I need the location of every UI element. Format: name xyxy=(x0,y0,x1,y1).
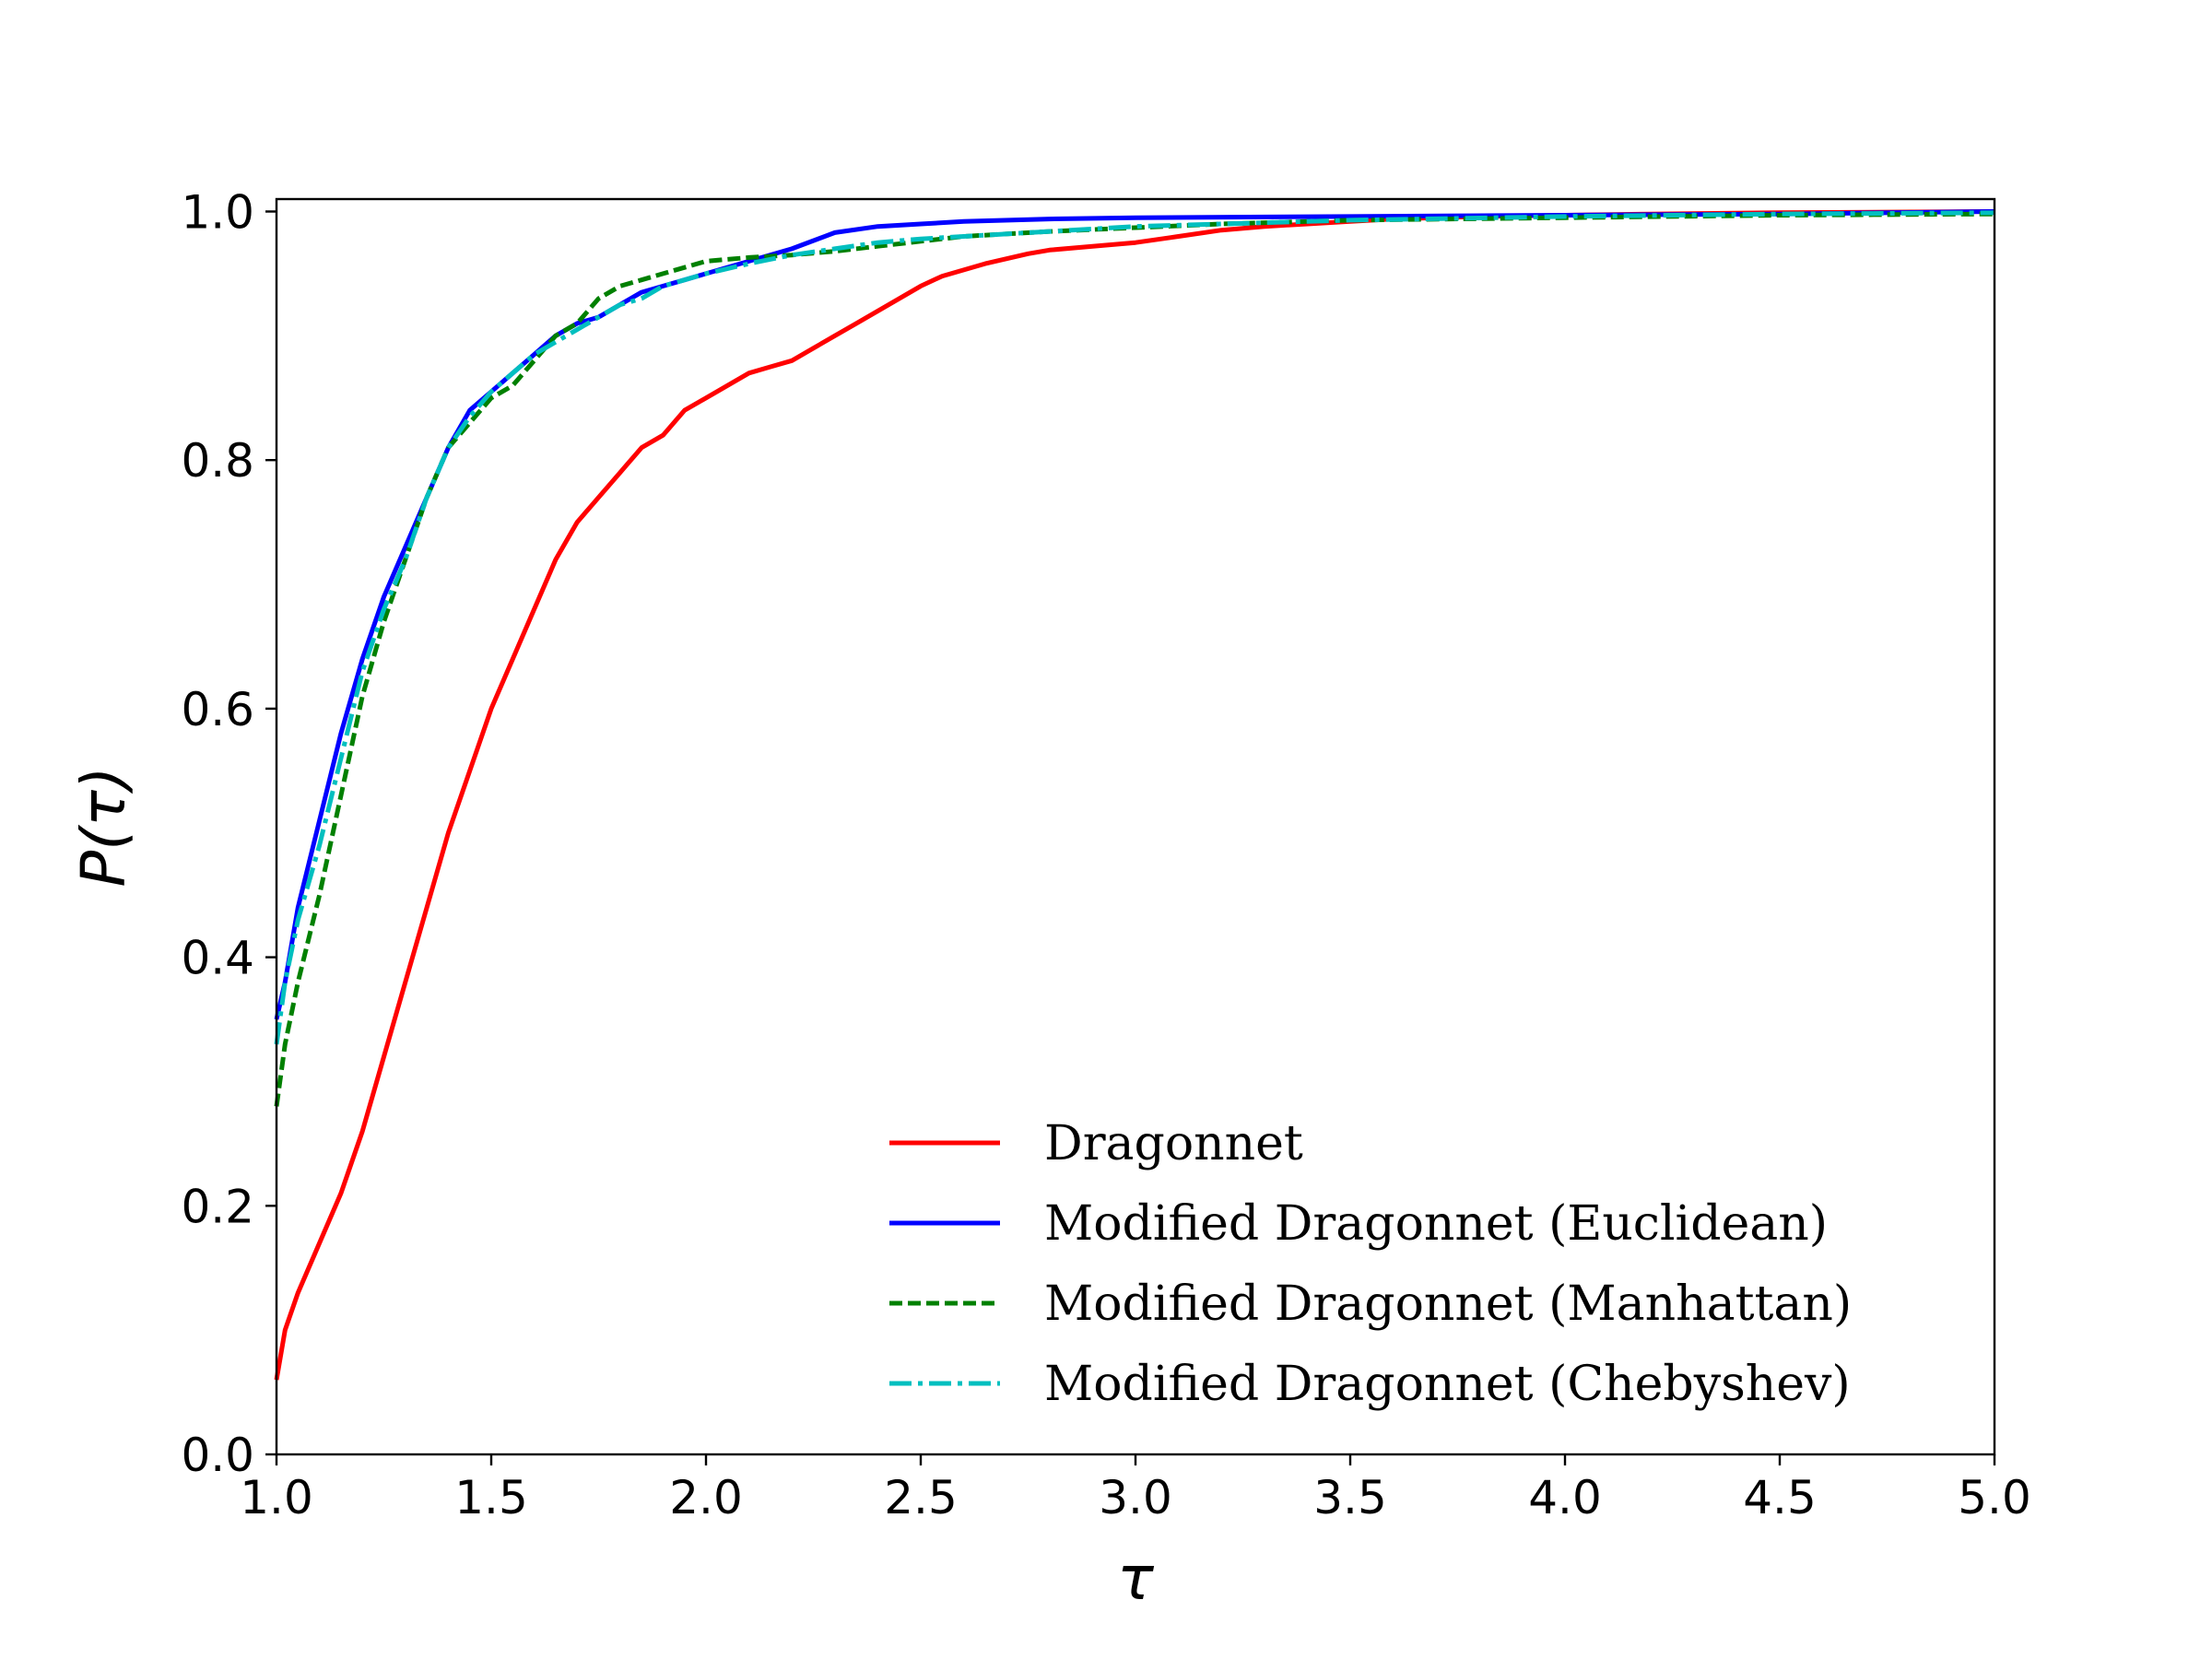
legend-label-1: Modified Dragonnet (Euclidean) xyxy=(1044,1196,1828,1252)
y-tick-label: 0.4 xyxy=(181,932,254,985)
legend-label-3: Modified Dragonnet (Chebyshev) xyxy=(1044,1357,1851,1412)
series-line-3 xyxy=(274,210,1995,1045)
series-line-0 xyxy=(274,209,1995,1381)
series-layer xyxy=(274,209,1995,1381)
legend-label-2: Modified Dragonnet (Manhattan) xyxy=(1044,1277,1852,1332)
legend-label-0: Dragonnet xyxy=(1044,1116,1303,1171)
x-tick-label: 5.0 xyxy=(1958,1471,2031,1524)
x-axis-label: τ xyxy=(1117,1543,1155,1614)
x-tick-label: 2.5 xyxy=(884,1471,958,1524)
x-tick-label: 1.0 xyxy=(240,1471,313,1524)
x-tick-label: 3.0 xyxy=(1099,1471,1172,1524)
x-tick-label: 3.5 xyxy=(1313,1471,1387,1524)
x-tick-label: 1.5 xyxy=(454,1471,528,1524)
x-tick-label: 4.0 xyxy=(1528,1471,1602,1524)
x-axis-ticks: 1.0 1.5 2.0 2.5 3.0 3.5 4.0 4.5 5.0 xyxy=(240,1454,2031,1524)
y-tick-label: 0.2 xyxy=(181,1180,254,1233)
y-tick-label: 0.0 xyxy=(181,1429,254,1482)
legend: Dragonnet Modified Dragonnet (Euclidean) M… xyxy=(889,1116,1852,1412)
y-tick-label: 0.8 xyxy=(181,434,254,488)
x-tick-label: 2.0 xyxy=(669,1471,743,1524)
y-axis-ticks: 0.0 0.2 0.4 0.6 0.8 1.0 xyxy=(181,185,276,1482)
y-tick-label: 1.0 xyxy=(181,185,254,239)
y-axis-label: P(τ) xyxy=(68,766,139,887)
x-tick-label: 4.5 xyxy=(1743,1471,1817,1524)
y-tick-label: 0.6 xyxy=(181,683,254,736)
